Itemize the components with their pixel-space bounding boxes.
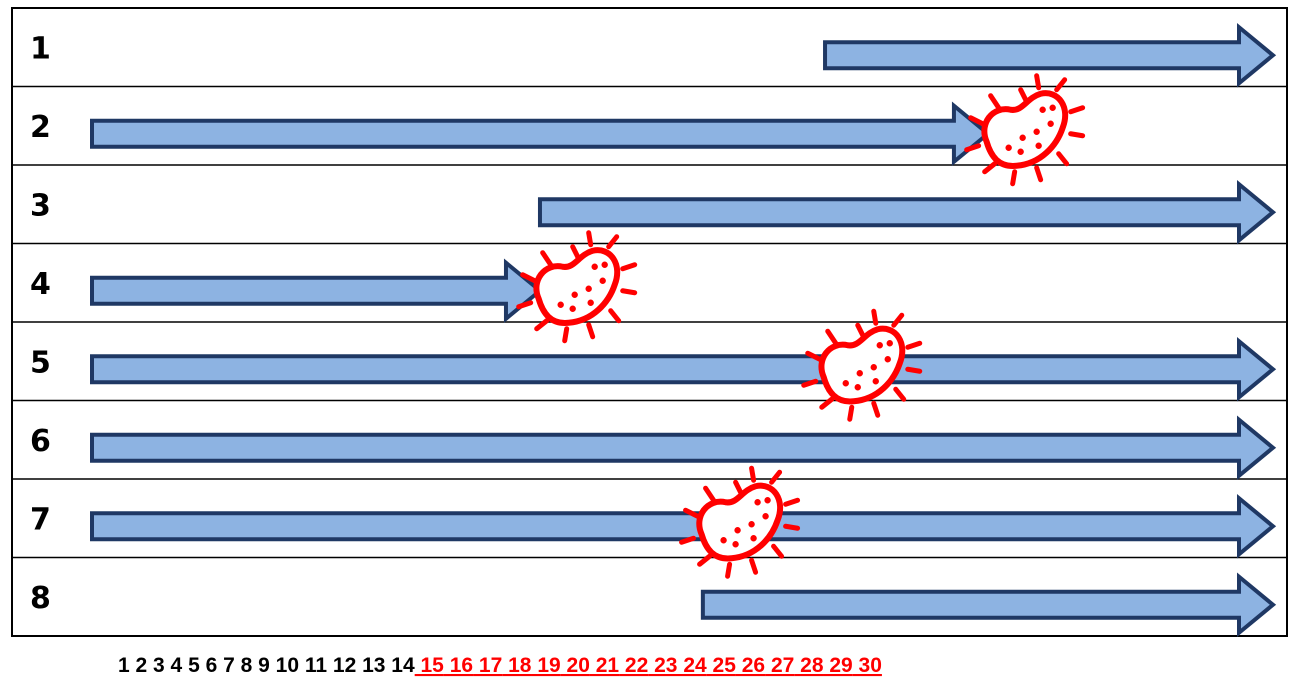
day-number: 12 xyxy=(327,654,356,677)
row-arrow xyxy=(823,23,1277,88)
row-arrow xyxy=(90,494,1277,559)
day-number: 13 xyxy=(356,654,385,677)
day-number: 15 xyxy=(415,654,445,677)
day-number: 8 xyxy=(235,654,253,677)
row-arrow xyxy=(700,572,1277,637)
row-label: 7 xyxy=(30,502,51,537)
day-axis: 1 2 3 4 5 6 7 8 9 10 11 12 13 14 15 16 1… xyxy=(118,654,882,677)
day-number: 11 xyxy=(299,654,327,677)
day-number: 17 xyxy=(473,654,502,677)
day-number: 30 xyxy=(853,654,882,677)
day-number: 29 xyxy=(824,654,853,677)
row-arrow xyxy=(90,101,992,166)
day-number: 20 xyxy=(561,654,590,677)
day-number: 28 xyxy=(794,654,824,677)
day-number: 4 xyxy=(165,654,183,677)
day-number: 1 xyxy=(118,654,130,677)
day-number: 27 xyxy=(765,654,794,677)
row-arrow xyxy=(537,180,1277,245)
day-number: 25 xyxy=(707,654,737,677)
day-number: 23 xyxy=(648,654,677,677)
row-grid xyxy=(11,7,1288,637)
day-number: 16 xyxy=(444,654,473,677)
day-number: 24 xyxy=(678,654,708,677)
row-arrow xyxy=(90,337,1277,402)
row-label: 8 xyxy=(30,581,51,616)
row-label: 2 xyxy=(30,110,51,145)
day-number: 22 xyxy=(619,654,648,677)
day-number: 18 xyxy=(502,654,532,677)
day-number: 21 xyxy=(590,654,620,677)
day-number: 10 xyxy=(270,654,299,677)
row-label: 4 xyxy=(30,267,51,302)
bacteria-icon xyxy=(519,233,635,341)
day-number: 2 xyxy=(130,654,148,677)
day-number: 19 xyxy=(531,654,560,677)
row-labels: 1 2 3 4 5 6 7 8 xyxy=(30,31,51,616)
day-number: 14 xyxy=(385,654,415,677)
bacteria-layer xyxy=(519,76,1083,577)
row-arrow xyxy=(90,258,544,323)
day-number: 5 xyxy=(182,654,200,677)
row-label: 5 xyxy=(30,345,51,380)
bacteria-icon xyxy=(967,76,1083,184)
arrows-layer xyxy=(90,23,1277,637)
row-arrow xyxy=(90,415,1277,480)
day-number: 9 xyxy=(252,654,270,677)
day-number: 26 xyxy=(736,654,765,677)
day-number: 6 xyxy=(200,654,218,677)
day-number: 7 xyxy=(217,654,235,677)
row-label: 3 xyxy=(30,188,51,223)
row-label: 1 xyxy=(30,31,51,66)
day-number: 3 xyxy=(147,654,165,677)
row-label: 6 xyxy=(30,424,51,459)
